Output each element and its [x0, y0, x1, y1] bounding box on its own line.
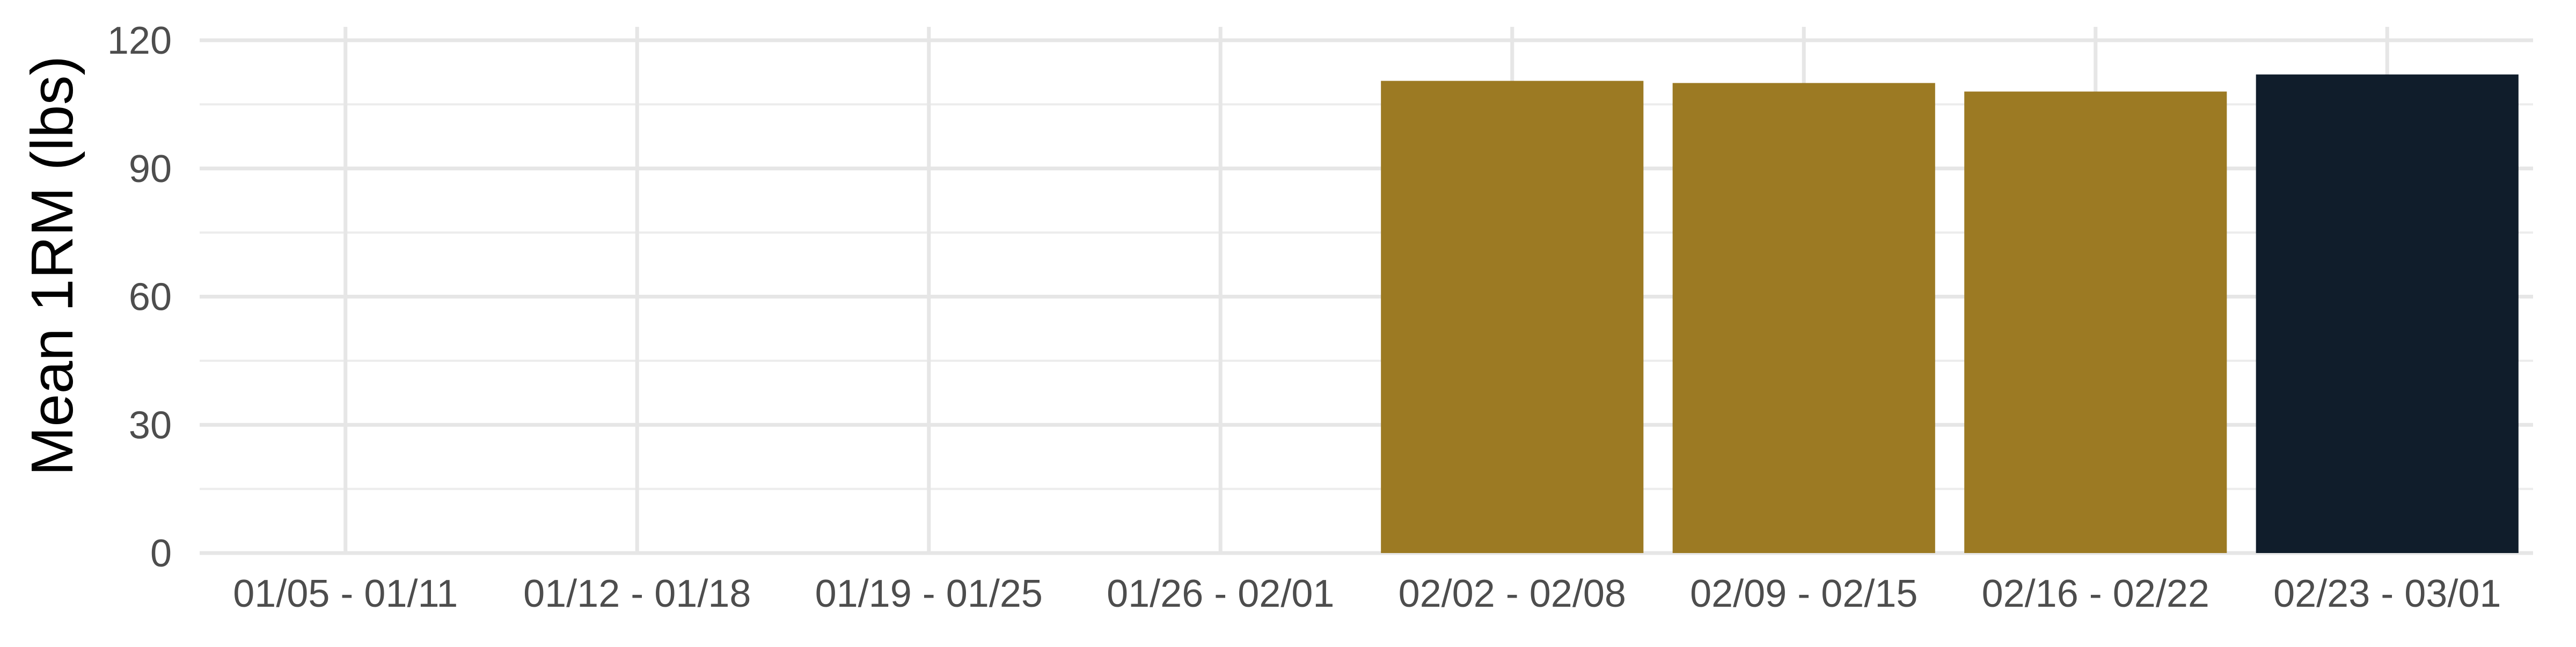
bar [1964, 91, 2227, 553]
bar [1381, 81, 1644, 553]
bars [1381, 74, 2519, 554]
y-tick-label: 0 [150, 532, 172, 575]
bar [2256, 74, 2519, 553]
x-tick-label: 02/16 - 02/22 [1982, 572, 2209, 615]
y-tick-label: 30 [129, 404, 172, 447]
x-tick-label: 02/23 - 03/01 [2273, 572, 2501, 615]
y-axis-title: Mean 1RM (lbs) [19, 56, 85, 476]
bar [1672, 83, 1935, 554]
x-tick-label: 01/26 - 02/01 [1107, 572, 1334, 615]
y-tick-label: 120 [107, 19, 172, 62]
x-tick-label: 02/02 - 02/08 [1399, 572, 1626, 615]
x-tick-label: 02/09 - 02/15 [1690, 572, 1918, 615]
y-tick-label: 90 [129, 148, 172, 191]
y-tick-label: 60 [129, 276, 172, 319]
y-axis-ticks: 0 30 60 90 120 [107, 19, 172, 575]
x-tick-label: 01/05 - 01/11 [233, 572, 458, 615]
x-tick-label: 01/19 - 01/25 [815, 572, 1043, 615]
x-tick-label: 01/12 - 01/18 [523, 572, 751, 615]
x-axis-ticks: 01/05 - 01/11 01/12 - 01/18 01/19 - 01/25 0… [233, 572, 2501, 615]
